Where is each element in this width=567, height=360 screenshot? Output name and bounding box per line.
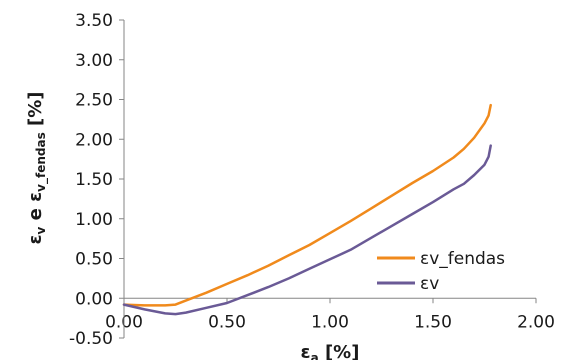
y-tick-labels: -0.50 0.00 0.50 1.00 1.50 2.00 2.50 3.00 3.50 <box>69 11 113 349</box>
y-tick-label: 2.50 <box>75 91 113 111</box>
x-tick-label: 2.00 <box>517 312 555 332</box>
y-tick-label: 0.50 <box>75 250 113 270</box>
series-lines <box>122 103 492 316</box>
x-tick-label: 1.50 <box>414 312 452 332</box>
legend-label-ev: εv <box>420 274 439 294</box>
y-tick-label: 1.00 <box>75 210 113 230</box>
legend-label-fendas: εv_fendas <box>420 249 505 269</box>
x-tick-label: 1.00 <box>311 312 349 332</box>
series-line-ev-fendas <box>122 103 492 307</box>
y-tick-label: 3.00 <box>75 51 113 71</box>
legend: εv_fendas εv <box>377 249 505 294</box>
y-axis-title: εv e εv_fendas [%] <box>25 92 49 245</box>
x-tick-label: 0.50 <box>208 312 246 332</box>
y-tick-label: 3.50 <box>75 11 113 31</box>
x-tick-labels: 0.00 0.50 1.00 1.50 2.00 <box>105 312 555 332</box>
y-tick-label: 2.00 <box>75 130 113 150</box>
series-line-ev <box>122 144 492 316</box>
x-axis-title: εa [%] <box>301 342 360 360</box>
y-tick-label: -0.50 <box>69 329 113 349</box>
axes <box>119 19 537 339</box>
y-tick-label: 1.50 <box>75 170 113 190</box>
y-tick-label: 0.00 <box>75 289 113 309</box>
